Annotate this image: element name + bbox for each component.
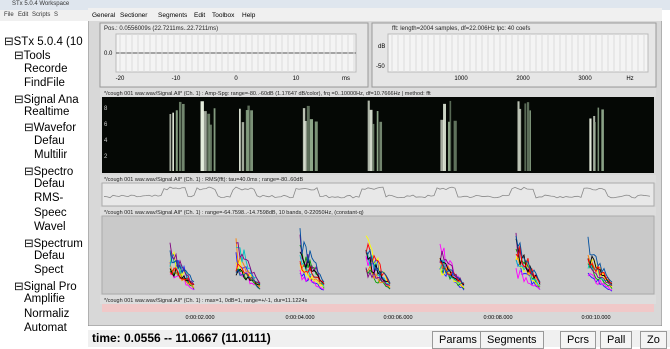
menu-item[interactable]: Toolbox <box>212 12 235 19</box>
tree-item[interactable]: Defau <box>34 135 65 147</box>
menu-item[interactable]: Sectioner <box>120 12 148 19</box>
workspace-tree: ⊟STx 5.0.4 (10⊟ToolsRecorde FindFile ⊟Sign… <box>0 34 90 334</box>
x-tick-label: 1000 <box>454 76 468 82</box>
spectrogram-streak <box>315 122 318 171</box>
menu-item[interactable]: Segments <box>158 12 188 19</box>
tree-item[interactable]: Recorde <box>24 63 67 75</box>
tree-item[interactable]: ⊟Signal Ana <box>14 92 79 106</box>
spectrogram-streak <box>377 111 379 171</box>
panel-header: fft: length=2004 samples, df=22.006Hz lp… <box>392 26 530 32</box>
spectrogram-streak <box>239 109 241 171</box>
spectrogram-streak <box>529 110 531 171</box>
spectrogram-streak <box>307 106 310 171</box>
spectrogram-streak <box>370 110 373 171</box>
menu-item[interactable]: Edit <box>18 12 28 18</box>
spectrogram-streak <box>203 111 206 171</box>
time-tick-label: 0:00:04.000 <box>285 315 314 321</box>
spectrogram-streak <box>169 114 171 171</box>
tree-item[interactable]: Spect <box>34 264 63 276</box>
spectrogram-streak <box>443 104 446 171</box>
time-tick-label: 0:00:08.000 <box>483 315 512 321</box>
button[interactable]: Pcrs <box>560 331 596 349</box>
spectrogram-streak <box>524 103 526 171</box>
tree-item[interactable]: Defau <box>34 250 65 262</box>
spectrogram-streak <box>210 125 212 171</box>
y-label: dB <box>378 44 385 50</box>
tree-item[interactable]: ⊟STx 5.0.4 (10 <box>4 34 83 48</box>
tree-item[interactable]: ⊟Signal Pro <box>14 279 77 293</box>
panel-header: Pos.: 0.0556009s (22.7211ms..22.7211ms) <box>104 26 218 32</box>
button[interactable]: Params <box>432 331 484 349</box>
time-tick-label: 0:00:10.000 <box>581 315 610 321</box>
spectrogram-streak <box>176 110 178 171</box>
menu-item[interactable]: S <box>54 12 58 18</box>
spectrogram-streak <box>527 102 529 171</box>
panel-header: */cough 001 wav.wav/Signal.All* (Ch. 1) … <box>104 91 431 97</box>
spectrogram-streak <box>601 109 604 171</box>
spectrogram-streak <box>519 109 521 171</box>
time-tick-label: 0:00:02.000 <box>185 315 214 321</box>
tree-item[interactable]: Realtime <box>24 106 69 118</box>
spectrogram-streak <box>304 121 306 171</box>
workspace-menu: File Edit Scripts S <box>0 10 90 21</box>
tree-item[interactable]: Defau <box>34 178 65 190</box>
x-tick-label: 2000 <box>516 76 530 82</box>
spectrogram-streak <box>368 101 370 171</box>
x-tick-label: -20 <box>116 76 125 82</box>
signal-strip <box>102 304 654 312</box>
spectrogram-streak <box>598 108 600 171</box>
x-tick-label: Hz <box>626 76 633 82</box>
x-tick-label: 10 <box>293 76 300 82</box>
tree-item[interactable]: Normaliz <box>24 308 69 320</box>
button[interactable]: Zo <box>640 331 667 349</box>
time-tick-label: 0:00:06.000 <box>383 315 412 321</box>
tree-item[interactable]: Amplifie <box>24 293 65 305</box>
spectrogram-streak <box>242 122 244 171</box>
page: STx 5.0.4 Workspace File Edit Scripts S … <box>0 0 670 347</box>
spectrogram-streak <box>589 118 591 171</box>
spectrogram-streak <box>250 110 253 171</box>
panel-header: */cough 001 wav.wav/Signal.All* (Ch. 1) … <box>104 298 308 304</box>
menu-item[interactable]: General <box>92 12 116 19</box>
rms-plot <box>102 183 654 206</box>
spectrogram-streak <box>247 106 249 171</box>
x-tick-label: -10 <box>172 76 181 82</box>
x-tick-label: ms <box>342 76 350 82</box>
tree-item[interactable]: Automat <box>24 322 67 334</box>
tree-item[interactable]: ⊟Wavefor <box>24 120 76 134</box>
spectrogram-streak <box>310 119 313 171</box>
tree-item[interactable]: ⊟Spectrum <box>24 236 83 250</box>
spectrogram-streak <box>214 108 216 171</box>
status-text: time: 0.0556 -- 11.0667 (11.0111) <box>92 331 271 345</box>
spectrogram-streak <box>379 122 382 171</box>
button[interactable]: Pall <box>600 331 632 349</box>
spectrogram-streak <box>179 102 181 171</box>
x-tick-label: 3000 <box>578 76 592 82</box>
y-label: -50 <box>376 64 385 70</box>
spectrogram-streak <box>450 101 452 171</box>
tree-item[interactable]: Multilir <box>34 149 67 161</box>
spectrogram-streak <box>172 113 174 171</box>
tree-item[interactable]: ⊟Spectro <box>24 164 73 178</box>
menu-item[interactable]: File <box>4 12 14 18</box>
tree-item[interactable]: RMS- <box>34 192 63 204</box>
viewer-window: GeneralSectionerSegmentsEditToolboxHelp … <box>88 8 662 326</box>
tree-item[interactable]: Wavel <box>34 221 66 233</box>
spectrogram-streak <box>454 121 457 171</box>
spectrogram-streak <box>182 104 185 171</box>
panel-header: */cough 001 wav.wav/Signal.All* (Ch. 1) … <box>104 210 364 216</box>
button[interactable]: Segments <box>480 331 544 349</box>
tree-item[interactable]: ⊟Tools <box>14 48 50 62</box>
menu-item[interactable]: Scripts <box>32 12 50 18</box>
tree-item[interactable]: FindFile <box>24 77 65 89</box>
menu-item[interactable]: Help <box>242 12 256 19</box>
workspace-title: STx 5.0.4 Workspace <box>12 1 69 7</box>
menu-item[interactable]: Edit <box>194 12 205 19</box>
panel-header: */cough 001 wav.wav/Signal.All* (Ch. 1) … <box>104 177 303 183</box>
tree-item[interactable]: Speec <box>34 207 67 219</box>
y-label: 0.0 <box>104 51 113 57</box>
spectrogram-streak <box>373 124 375 171</box>
spectrogram-streak <box>594 122 596 171</box>
